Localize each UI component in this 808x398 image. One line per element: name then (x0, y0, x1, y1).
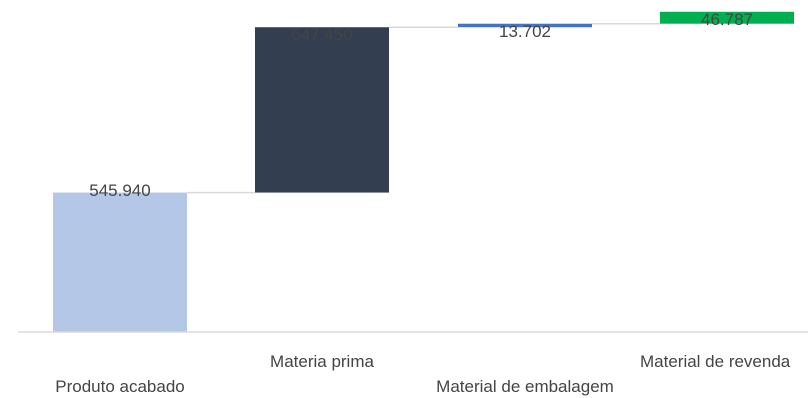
category-label-material-revenda: Material de revenda (640, 352, 791, 371)
connector-lines (187, 22, 660, 194)
bars (53, 11, 794, 332)
category-label-material-embalagem: Material de embalagem (436, 377, 614, 396)
bar-produto-acabado (53, 192, 187, 332)
category-label-materia-prima: Materia prima (270, 352, 374, 371)
bar-materia-prima (255, 27, 389, 193)
value-label-materia-prima: 647.450 (291, 25, 352, 44)
value-label-produto-acabado: 545.940 (89, 181, 150, 200)
bar-material-embalagem (458, 23, 592, 28)
value-label-material-embalagem: 13.702 (499, 22, 551, 41)
bar-material-revenda (660, 11, 794, 24)
value-label-material-revenda: 46.787 (701, 10, 753, 29)
category-label-produto-acabado: Produto acabado (55, 377, 185, 396)
